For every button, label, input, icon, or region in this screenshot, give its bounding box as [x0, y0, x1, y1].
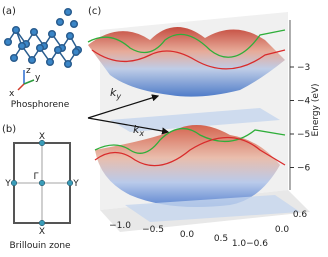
axis-label: y	[35, 73, 41, 83]
x-tick-label: 0.0	[180, 230, 195, 240]
point-label: X	[39, 132, 45, 142]
x-tick-label: −0.5	[142, 225, 164, 235]
caption: Brillouin zone	[9, 241, 71, 251]
lower-surface	[95, 125, 300, 222]
kx-sub: x	[138, 129, 144, 138]
z-axis-label: Energy (eV)	[311, 83, 321, 136]
y-tick-label: −0.6	[246, 239, 268, 249]
panel-label: (c)	[88, 6, 101, 17]
y-tick-label: 0.6	[293, 210, 308, 220]
x-tick-label: −1.0	[109, 221, 131, 231]
point-label: Γ	[33, 172, 38, 182]
panel-label: (b)	[2, 124, 16, 135]
upper-surface	[88, 26, 285, 132]
axis-triad	[17, 70, 35, 91]
point-label: X	[39, 227, 45, 237]
caption: Phosphorene	[11, 100, 70, 110]
ky-base: k	[110, 86, 117, 99]
z-ticks: −3 −4 −5 −6	[290, 63, 311, 174]
band-lines	[87, 29, 286, 167]
y-ticks: 0.60.0 −0.6	[246, 210, 307, 249]
high-symmetry-points	[10, 139, 74, 227]
z-tick-label: −5	[297, 130, 310, 140]
point-label: Y	[4, 179, 11, 189]
x-tick-label: 1.0	[232, 239, 247, 249]
ky-sub: y	[115, 92, 121, 101]
kx-base: k	[133, 123, 140, 136]
axis-label: z	[26, 66, 31, 76]
kx-label: kx	[133, 123, 144, 138]
axis-label: x	[9, 89, 15, 99]
z-tick-label: −3	[297, 63, 310, 73]
ky-label: ky	[110, 86, 121, 101]
point-label: Y	[72, 179, 79, 189]
z-tick-label: −4	[297, 97, 311, 107]
k-arrows	[87, 94, 170, 135]
x-tick-label: 0.5	[214, 234, 228, 244]
y-tick-label: 0.0	[275, 225, 290, 235]
x-ticks: −1.0 −0.5 0.0 0.5 1.0	[109, 221, 246, 249]
phosphorene-structure	[3, 7, 83, 69]
z-tick-label: −6	[297, 164, 311, 174]
panel-label: (a)	[2, 6, 16, 17]
